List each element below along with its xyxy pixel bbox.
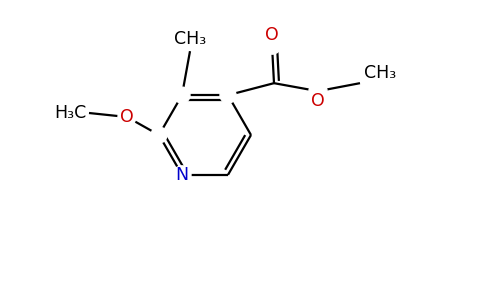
- Text: N: N: [175, 166, 189, 184]
- Text: H₃C: H₃C: [54, 104, 86, 122]
- Circle shape: [173, 166, 191, 184]
- Text: O: O: [311, 92, 325, 110]
- Circle shape: [220, 87, 236, 103]
- Text: O: O: [120, 108, 134, 126]
- Circle shape: [309, 82, 327, 100]
- Circle shape: [151, 127, 167, 143]
- Circle shape: [118, 108, 136, 126]
- Text: O: O: [265, 26, 279, 44]
- Circle shape: [174, 87, 190, 103]
- Text: CH₃: CH₃: [364, 64, 396, 82]
- Text: CH₃: CH₃: [174, 30, 206, 48]
- Circle shape: [263, 36, 281, 54]
